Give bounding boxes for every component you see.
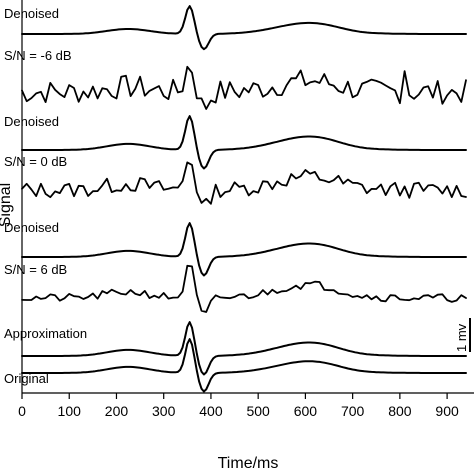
trace-label-5: Denoised [4, 220, 59, 235]
trace-label-2: S/N = -6 dB [4, 48, 72, 63]
trace-label-6: S/N = 6 dB [4, 262, 67, 277]
y-axis-title: Signal [0, 183, 14, 227]
trace-6-noisy [21, 264, 467, 313]
x-tick-label-200: 200 [105, 403, 129, 419]
trace-8-original [21, 338, 467, 393]
trace-3-denoised [21, 115, 467, 170]
x-tick-label-600: 600 [294, 403, 318, 419]
x-tick-label-400: 400 [199, 403, 223, 419]
trace-4-noisy [21, 161, 467, 205]
trace-label-8: Original [4, 371, 49, 386]
trace-label-3: Denoised [4, 114, 59, 129]
traces-layer [21, 5, 467, 393]
trace-2-noisy [21, 65, 467, 110]
trace-label-4: S/N = 0 dB [4, 154, 67, 169]
x-tick-label-700: 700 [341, 403, 365, 419]
trace-labels-layer: Denoised S/N = -6 dB Denoised S/N = 0 dB Den… [4, 6, 87, 386]
x-tick-label-800: 800 [388, 403, 412, 419]
x-tick-label-0: 0 [18, 403, 26, 419]
scale-bar-label: 1 mv [454, 323, 469, 352]
trace-label-1: Denoised [4, 6, 59, 21]
trace-7-denoised [21, 321, 467, 376]
trace-label-7: Approximation [4, 326, 87, 341]
trace-5-denoised [21, 222, 467, 277]
x-axis [21, 0, 474, 394]
x-axis-title: Time/ms [218, 455, 279, 472]
trace-1-denoised [21, 5, 467, 51]
x-ticks: 0 100 200 300 400 500 600 700 800 900 [18, 393, 459, 419]
x-tick-label-300: 300 [152, 403, 176, 419]
x-tick-label-500: 500 [246, 403, 270, 419]
x-tick-label-900: 900 [435, 403, 459, 419]
x-tick-label-100: 100 [58, 403, 82, 419]
